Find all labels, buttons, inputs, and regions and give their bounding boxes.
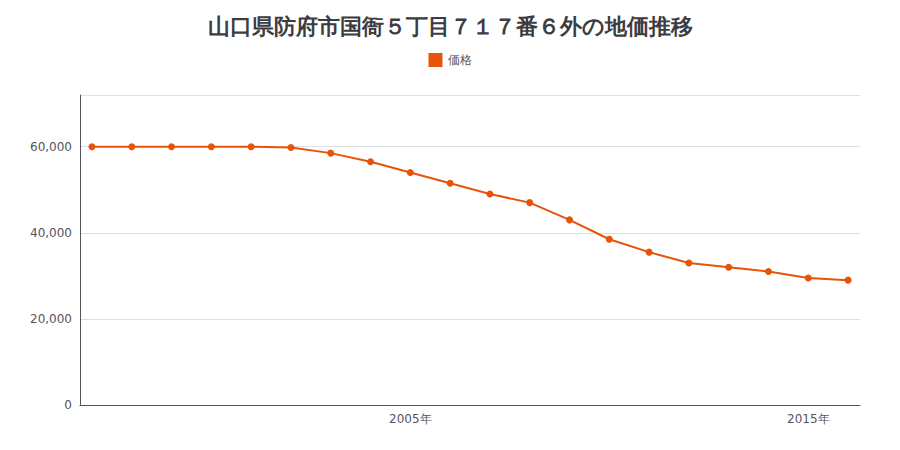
svg-text:価格: 価格 <box>448 53 472 67</box>
svg-text:20,000: 20,000 <box>30 312 72 326</box>
svg-text:2015年: 2015年 <box>787 412 830 426</box>
svg-text:0: 0 <box>64 398 72 412</box>
svg-text:2005年: 2005年 <box>389 412 432 426</box>
svg-text:山口県防府市国衙５丁目７１７番６外の地価推移: 山口県防府市国衙５丁目７１７番６外の地価推移 <box>208 14 693 39</box>
svg-text:40,000: 40,000 <box>30 226 72 240</box>
svg-text:60,000: 60,000 <box>30 140 72 154</box>
